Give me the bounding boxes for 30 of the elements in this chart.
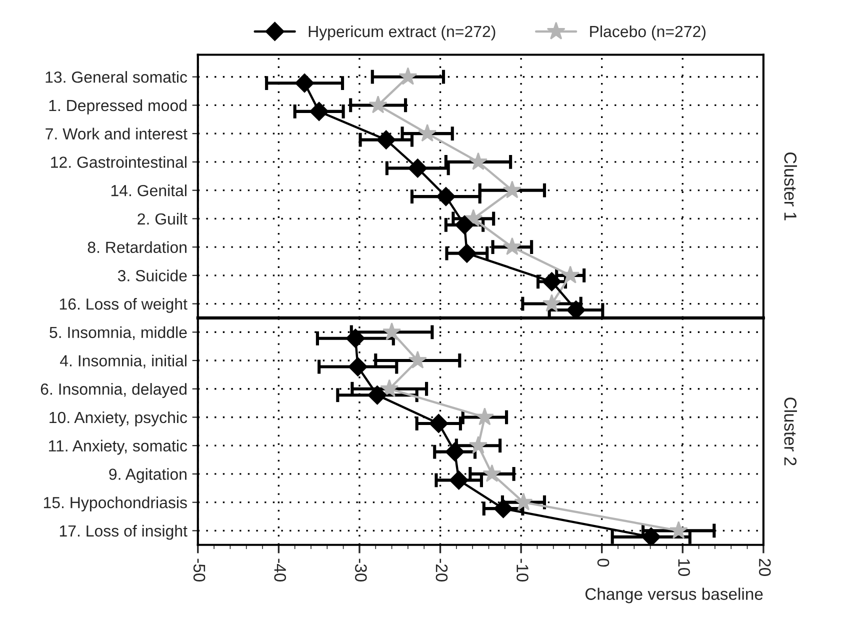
y-tick-label: 8. Retardation [88, 241, 186, 253]
y-tick-label: 2. Guilt [138, 212, 188, 225]
y-tick-label: 14. Genital [111, 184, 186, 196]
x-tick-label: 0 [597, 558, 610, 567]
y-tick-label: 17. Loss of insight [60, 524, 188, 540]
y-tick-label: 4. Insomnia, initial [60, 354, 186, 368]
legend-label: Hypericum extract (n=272) [308, 25, 496, 40]
text: Cluster 2 [784, 398, 797, 466]
x-tick-label: 10 [678, 559, 690, 576]
y-tick-label: 1. Depressed mood [49, 99, 186, 114]
y-tick-label: 10. Anxiety, psychic [50, 411, 188, 426]
x-axis-title: Change versus baseline [585, 588, 763, 604]
y-tick-label: 11. Anxiety, somatic [49, 440, 188, 455]
x-tick-label: -20 [436, 558, 448, 582]
y-tick-label: 16. Loss of weight [60, 298, 188, 313]
y-tick-label: 7. Work and interest [46, 128, 188, 140]
x-tick-label: -50 [193, 558, 206, 582]
y-tick-label: 5. Insomnia, middle [50, 326, 187, 340]
x-tick-label: -10 [516, 558, 528, 582]
y-tick-label: 13. General somatic [46, 71, 188, 83]
y-tick-label: 3. Suicide [118, 270, 187, 282]
y-tick-label: 12. Gastrointestinal [51, 156, 186, 168]
legend-label: Placebo (n=272) [590, 25, 706, 40]
y-tick-label: 6. Insomnia, delayed [40, 383, 186, 398]
text: Cluster 1 [784, 152, 797, 220]
y-tick-label: 9. Agitation [109, 468, 186, 484]
x-tick-label: -30 [355, 558, 367, 582]
x-tick-label: 20 [758, 558, 771, 576]
x-tick-label: -40 [274, 558, 286, 582]
y-tick-label: 15. Hypochondriasis [44, 496, 187, 512]
